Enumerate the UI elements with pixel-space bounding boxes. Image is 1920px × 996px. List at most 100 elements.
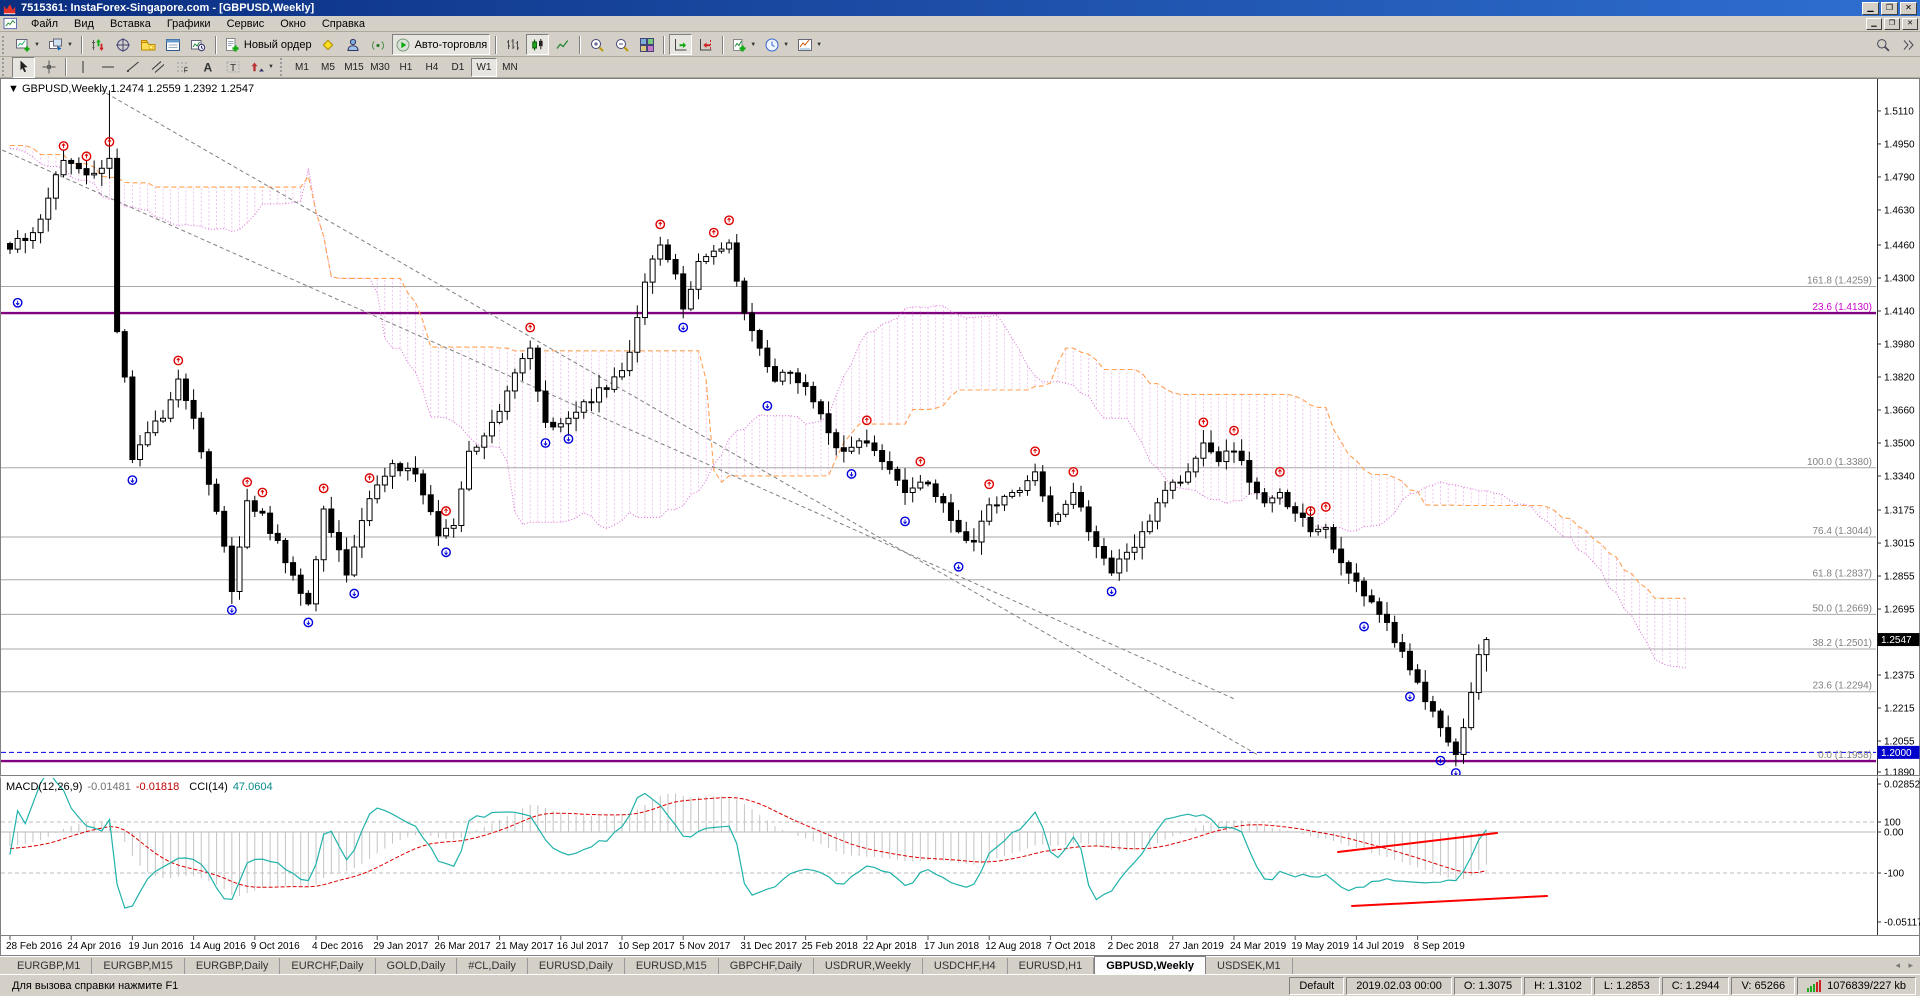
svg-text:0.02852: 0.02852 xyxy=(1884,780,1920,791)
metaeditor-button[interactable] xyxy=(317,34,340,55)
status-profile[interactable]: Default xyxy=(1289,976,1345,995)
tab-eurusd-daily[interactable]: EURUSD,Daily xyxy=(528,958,625,974)
tile-windows-button[interactable] xyxy=(635,34,658,55)
dropdown-arrow-icon[interactable]: ▼ xyxy=(34,41,40,48)
tab-eurusd-h1[interactable]: EURUSD,H1 xyxy=(1008,958,1095,974)
tab-gbpusd-weekly[interactable]: GBPUSD,Weekly xyxy=(1094,956,1207,974)
dropdown-arrow-icon[interactable]: ▼ xyxy=(816,41,823,48)
svg-text:21 May 2017: 21 May 2017 xyxy=(496,941,554,952)
text-label-button[interactable]: T xyxy=(221,57,244,78)
dropdown-arrow-icon[interactable]: ▼ xyxy=(66,41,73,48)
timeframe-m15[interactable]: M15 xyxy=(344,61,364,73)
chart-symbol-ohlc-label[interactable]: ▼ GBPUSD,Weekly 1.2474 1.2559 1.2392 1.2… xyxy=(8,83,254,95)
menu-файл[interactable]: Файл xyxy=(31,17,59,30)
toolbar-grip[interactable] xyxy=(279,58,285,76)
toolbar-overflow-button[interactable] xyxy=(1896,34,1919,55)
dropdown-arrow-icon[interactable]: ▼ xyxy=(750,41,757,48)
text-button[interactable]: A xyxy=(196,57,219,78)
timeframe-m1[interactable]: M1 xyxy=(295,61,309,73)
tab-eurchf-daily[interactable]: EURCHF,Daily xyxy=(280,958,376,974)
chart-canvas[interactable]: 161.8 (1.4259) 23.6 (1.4130) 100.0 (1.3380… xyxy=(0,78,1920,956)
indicators-list-button[interactable]: ▼ xyxy=(728,34,759,55)
navigator-icon xyxy=(141,39,156,50)
tab-usdchf-h4[interactable]: USDCHF,H4 xyxy=(923,958,1008,974)
tab-eurusd-m15[interactable]: EURUSD,M15 xyxy=(625,958,719,974)
child-close-button[interactable]: ✕ xyxy=(1902,17,1918,30)
menu-окно[interactable]: Окно xyxy=(280,17,306,30)
timeframe-h1[interactable]: H1 xyxy=(399,61,413,73)
timeframe-d1[interactable]: D1 xyxy=(451,61,465,73)
tab-usdrur-weekly[interactable]: USDRUR,Weekly xyxy=(814,958,923,974)
tab-eurgbp-daily[interactable]: EURGBP,Daily xyxy=(185,958,281,974)
svg-text:0.00: 0.00 xyxy=(1884,828,1904,839)
svg-text:1.2215: 1.2215 xyxy=(1884,704,1915,715)
timeframe-m30[interactable]: M30 xyxy=(370,61,390,73)
tab-eurgbp-m1[interactable]: EURGBP,M1 xyxy=(6,958,93,974)
restore-button[interactable]: ❐ xyxy=(1881,1,1898,15)
dropdown-arrow-icon[interactable]: ▼ xyxy=(268,64,274,70)
tab-eurgbp-m15[interactable]: EURGBP,M15 xyxy=(92,958,185,974)
cursor-icon xyxy=(19,60,27,73)
status-traffic: 1076839/227 kb xyxy=(1797,976,1916,995)
strategy-tester-button[interactable] xyxy=(187,34,210,55)
tab-usdsek-m1[interactable]: USDSEK,M1 xyxy=(1206,958,1293,974)
new-chart-button[interactable]: ▼ xyxy=(12,34,43,55)
tab-gold-daily[interactable]: GOLD,Daily xyxy=(376,958,458,974)
menu-сервис[interactable]: Сервис xyxy=(226,17,265,30)
search-button[interactable] xyxy=(1871,34,1894,55)
vertical-line-button[interactable] xyxy=(71,57,94,78)
toolbar-separator xyxy=(722,35,724,54)
chart-shift-button[interactable] xyxy=(694,34,717,55)
arrows-icon xyxy=(251,62,264,72)
auto-scroll-button[interactable] xyxy=(669,34,693,55)
channel-icon xyxy=(151,61,164,73)
fibonacci-retracement-button[interactable]: F xyxy=(171,57,194,78)
timeframe-w1[interactable]: W1 xyxy=(470,57,497,77)
market-watch-button[interactable] xyxy=(87,34,110,55)
child-restore-button[interactable]: ❐ xyxy=(1884,17,1900,30)
arrow-objects-button[interactable]: ▼ xyxy=(246,57,277,78)
timeframe-m5[interactable]: M5 xyxy=(321,61,335,73)
equidistant-channel-button[interactable] xyxy=(146,57,169,78)
dropdown-arrow-icon[interactable]: ▼ xyxy=(783,41,790,48)
svg-text:23.6 (1.2294): 23.6 (1.2294) xyxy=(1813,681,1873,692)
horizontal-line-button[interactable] xyxy=(96,57,119,78)
traffic-text: 1076839/227 kb xyxy=(1827,979,1906,992)
expert-advisors-button[interactable] xyxy=(342,34,365,55)
child-minimize-button[interactable]: ▁ xyxy=(1866,17,1882,30)
periods-list-button[interactable]: ▼ xyxy=(761,34,792,55)
line-chart-mode-button[interactable] xyxy=(551,34,574,55)
toolbar-grip[interactable] xyxy=(2,35,7,54)
tab-scroll-arrows[interactable]: ◂ ▸ xyxy=(1895,960,1916,970)
svg-text:76.4 (1.3044): 76.4 (1.3044) xyxy=(1813,526,1873,537)
close-button[interactable]: ✕ xyxy=(1900,1,1917,15)
timeframe-mn[interactable]: MN xyxy=(502,61,518,73)
new-order-button[interactable]: Новый ордер xyxy=(221,34,315,55)
toolbar-grip[interactable] xyxy=(2,58,7,76)
data-window-button[interactable] xyxy=(112,34,135,55)
menu-вид[interactable]: Вид xyxy=(74,17,94,30)
crosshair-button[interactable] xyxy=(37,57,60,78)
cursor-button[interactable] xyxy=(12,56,35,78)
trendline-button[interactable] xyxy=(121,57,144,78)
bar-chart-mode-button[interactable] xyxy=(501,34,524,55)
zoom-out-button[interactable] xyxy=(610,34,633,55)
menu-вставка[interactable]: Вставка xyxy=(109,17,151,30)
svg-text:1.3980: 1.3980 xyxy=(1884,340,1915,351)
profiles-button[interactable]: ▼ xyxy=(45,34,76,55)
candlestick-mode-button[interactable] xyxy=(526,34,550,55)
zoom-in-button[interactable] xyxy=(585,34,608,55)
auto-trading-button[interactable]: Авто-торговля xyxy=(391,34,491,55)
minimize-button[interactable]: ▁ xyxy=(1862,1,1879,15)
tab--cl-daily[interactable]: #CL,Daily xyxy=(457,958,528,974)
svg-text:4 Dec 2016: 4 Dec 2016 xyxy=(312,941,364,952)
menu-справка[interactable]: Справка xyxy=(321,17,365,30)
toolbar-separator xyxy=(495,35,497,54)
navigator-button[interactable] xyxy=(137,34,160,55)
terminal-button[interactable] xyxy=(162,34,185,55)
templates-button[interactable]: ▼ xyxy=(794,34,825,55)
timeframe-h4[interactable]: H4 xyxy=(425,61,439,73)
tab-gbpchf-daily[interactable]: GBPCHF,Daily xyxy=(719,958,814,974)
signals-button[interactable] xyxy=(367,34,390,55)
menu-графики[interactable]: Графики xyxy=(166,17,211,30)
